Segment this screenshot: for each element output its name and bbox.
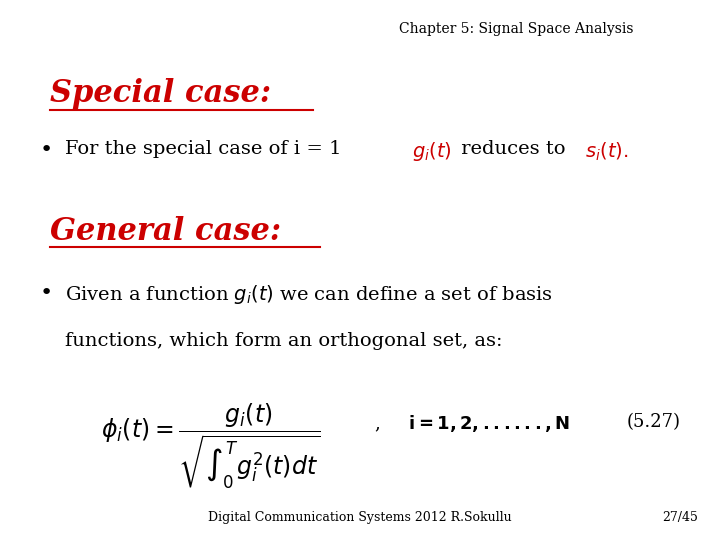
Text: Chapter 5: Signal Space Analysis: Chapter 5: Signal Space Analysis (399, 22, 634, 36)
Text: $s_i(t).$: $s_i(t).$ (585, 140, 628, 163)
Text: $\phi_i(t) = \dfrac{g_i(t)}{\sqrt{\int_0^T g_i^2(t)dt}}$: $\phi_i(t) = \dfrac{g_i(t)}{\sqrt{\int_0… (101, 402, 320, 491)
Text: Given a function $g_i(t)$ we can define a set of basis: Given a function $g_i(t)$ we can define … (65, 284, 553, 307)
Text: General case:: General case: (50, 216, 282, 247)
Text: For the special case of i = 1: For the special case of i = 1 (65, 140, 348, 158)
Text: •: • (40, 140, 53, 160)
Text: reduces to: reduces to (455, 140, 572, 158)
Text: (5.27): (5.27) (626, 413, 680, 431)
Text: 27/45: 27/45 (662, 511, 698, 524)
Text: functions, which form an orthogonal set, as:: functions, which form an orthogonal set,… (65, 332, 503, 350)
Text: •: • (40, 284, 53, 303)
Text: Digital Communication Systems 2012 R.Sokullu: Digital Communication Systems 2012 R.Sok… (208, 511, 512, 524)
Text: ,     $\mathbf{i = 1, 2, ......, N}$: , $\mathbf{i = 1, 2, ......, N}$ (374, 413, 570, 434)
Text: Special case:: Special case: (50, 78, 271, 109)
Text: $g_i(t)$: $g_i(t)$ (412, 140, 451, 164)
